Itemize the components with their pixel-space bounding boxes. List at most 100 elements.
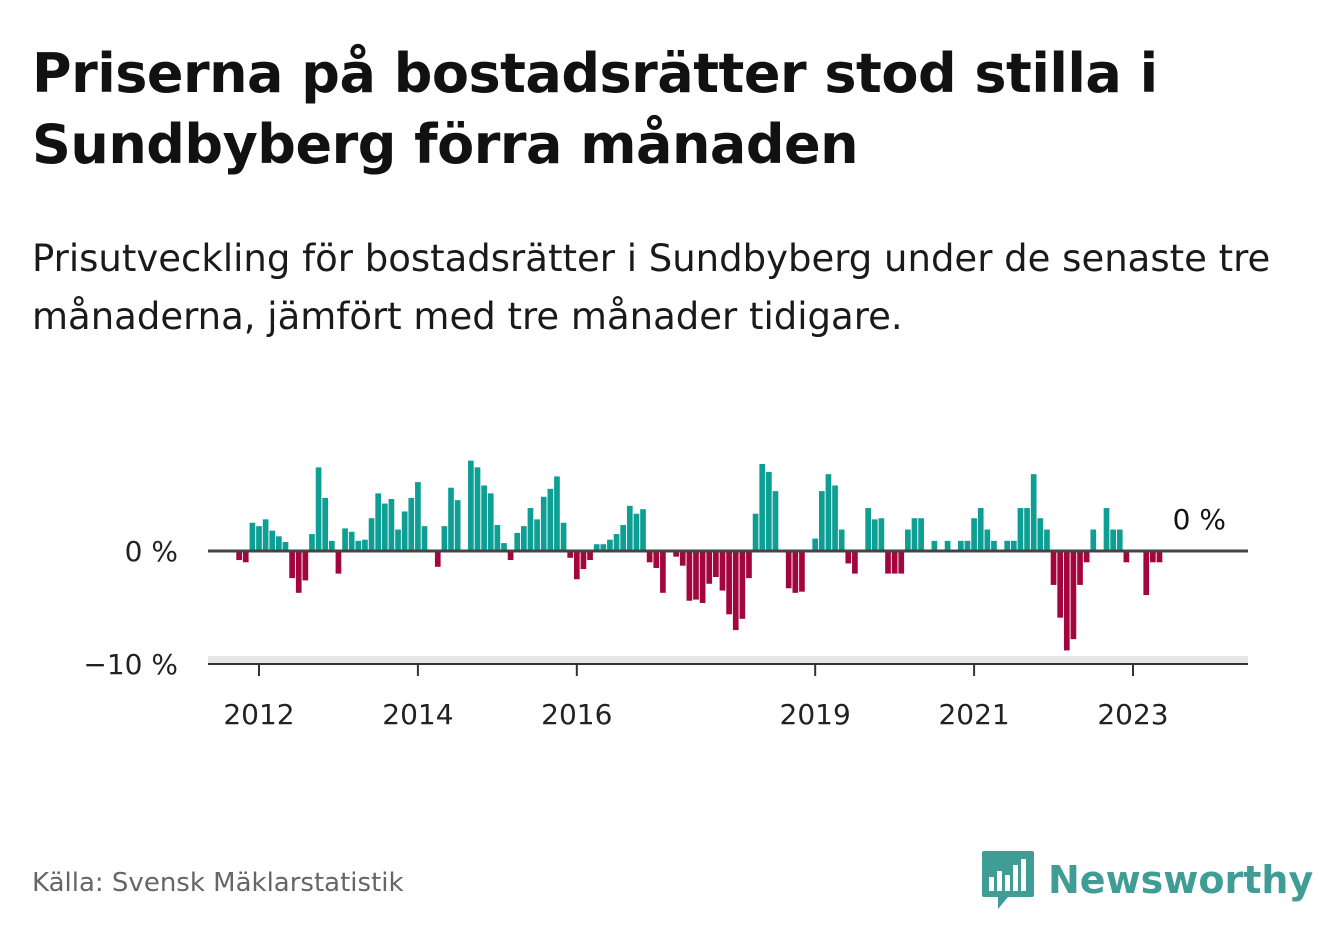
chart-bottom-band bbox=[208, 656, 1248, 664]
bar bbox=[686, 551, 693, 601]
bar bbox=[434, 551, 441, 567]
bar bbox=[1143, 551, 1150, 596]
bar bbox=[1050, 551, 1057, 585]
bar bbox=[944, 540, 951, 551]
bar bbox=[865, 508, 871, 551]
bar bbox=[368, 518, 375, 551]
bar bbox=[673, 551, 679, 557]
newsworthy-logo: Newsworthy bbox=[980, 848, 1313, 912]
bar bbox=[653, 551, 660, 568]
newsworthy-logo-icon bbox=[982, 851, 1034, 909]
bar bbox=[799, 551, 805, 592]
bar bbox=[328, 540, 335, 551]
bar bbox=[355, 540, 362, 551]
bar bbox=[792, 551, 799, 593]
bar bbox=[765, 471, 772, 551]
chart-subtitle: Prisutveckling för bostadsrätter i Sundb… bbox=[32, 237, 1271, 338]
bar bbox=[276, 536, 282, 551]
bar bbox=[560, 522, 567, 551]
bar bbox=[838, 529, 845, 551]
x-tick-label: 2012 bbox=[223, 698, 294, 731]
bar bbox=[911, 518, 918, 551]
bar bbox=[752, 513, 759, 551]
bar bbox=[415, 482, 421, 551]
bar bbox=[918, 518, 924, 551]
bar bbox=[640, 509, 646, 551]
bar bbox=[302, 551, 309, 581]
bar bbox=[852, 551, 858, 574]
bar bbox=[408, 497, 415, 551]
bar bbox=[1070, 551, 1077, 640]
bar bbox=[573, 551, 580, 580]
bar bbox=[1063, 551, 1070, 651]
bar bbox=[958, 540, 964, 551]
bar bbox=[732, 551, 739, 631]
bar bbox=[1044, 529, 1050, 551]
y-tick-label-0: 0 % bbox=[125, 535, 178, 568]
bar bbox=[620, 525, 627, 551]
bar bbox=[1156, 551, 1163, 563]
bar bbox=[262, 519, 269, 551]
bar bbox=[249, 522, 256, 551]
bar bbox=[335, 551, 342, 574]
bar bbox=[348, 531, 355, 551]
bar-chart: 0 % −10 % 2012 2014 2016 2019 2021 2023 0 % bbox=[83, 460, 1248, 731]
bar bbox=[818, 491, 825, 551]
bar bbox=[1110, 529, 1116, 551]
bar bbox=[448, 487, 454, 551]
bar bbox=[706, 551, 713, 584]
bar bbox=[1004, 540, 1011, 551]
bar bbox=[785, 551, 792, 589]
bar bbox=[494, 525, 501, 551]
bar bbox=[898, 551, 905, 574]
bar bbox=[587, 551, 593, 561]
bar bbox=[1024, 508, 1030, 551]
bar bbox=[871, 519, 878, 551]
bar bbox=[699, 551, 706, 603]
bar bbox=[269, 530, 276, 551]
bar bbox=[527, 508, 534, 551]
bar bbox=[878, 518, 885, 551]
bar bbox=[242, 551, 249, 563]
bar bbox=[713, 551, 719, 577]
bar bbox=[719, 551, 726, 591]
bar bbox=[1010, 540, 1017, 551]
bar bbox=[600, 544, 607, 551]
bar bbox=[660, 551, 666, 593]
bar bbox=[1123, 551, 1130, 563]
bar bbox=[521, 526, 527, 551]
bar bbox=[236, 551, 242, 561]
x-tick-label: 2016 bbox=[541, 698, 612, 731]
bar bbox=[832, 485, 838, 551]
bar bbox=[593, 544, 600, 551]
bar bbox=[613, 534, 620, 551]
bar bbox=[1083, 551, 1090, 563]
bar bbox=[1037, 518, 1044, 551]
bar bbox=[984, 529, 991, 551]
bar bbox=[1090, 529, 1097, 551]
bar bbox=[772, 491, 779, 551]
bar bbox=[295, 551, 302, 593]
bar bbox=[580, 551, 587, 570]
bar bbox=[567, 551, 574, 558]
bar bbox=[395, 529, 401, 551]
bar bbox=[362, 539, 368, 551]
bar bbox=[1057, 551, 1064, 618]
bar bbox=[971, 518, 977, 551]
bar bbox=[481, 485, 487, 551]
bar bbox=[845, 551, 852, 564]
x-axis-ticks: 2012 2014 2016 2019 2021 2023 bbox=[223, 664, 1169, 731]
bar bbox=[1017, 508, 1024, 551]
bar bbox=[626, 505, 633, 551]
bar bbox=[474, 467, 481, 551]
bar bbox=[1077, 551, 1083, 585]
bar bbox=[633, 513, 640, 551]
bar bbox=[825, 474, 832, 551]
bar bbox=[322, 497, 329, 551]
bar bbox=[759, 463, 766, 551]
bar bbox=[1030, 474, 1037, 551]
bar bbox=[421, 526, 428, 551]
bar bbox=[282, 541, 289, 551]
bar bbox=[547, 488, 554, 551]
bar bbox=[905, 529, 911, 551]
